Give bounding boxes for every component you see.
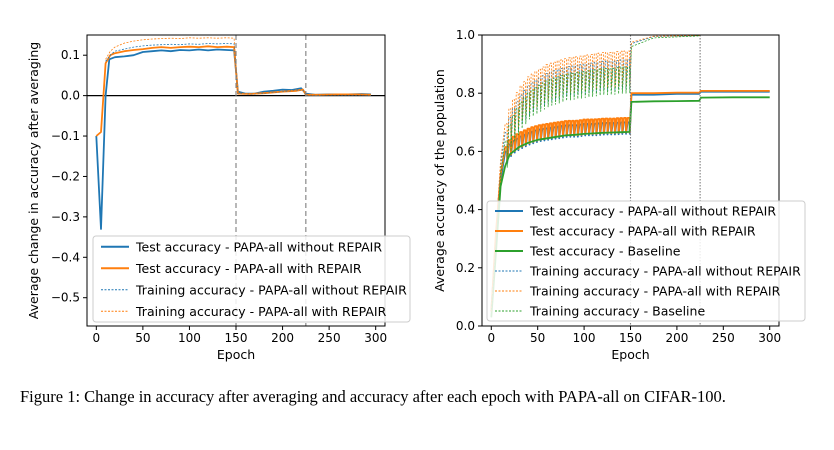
y-tick-label: 0.6: [456, 144, 475, 158]
series-line-1: [95, 48, 372, 230]
x-tick-label: 50: [530, 331, 545, 345]
plot-area: [490, 35, 770, 326]
y-tick-label: −0.4: [51, 250, 80, 264]
chart-2: 0 50 100 150 200 250 300 0.0 0.2 0.4 0.6 0.8 1.0 Epoc…: [432, 28, 806, 362]
plot-area: [87, 35, 385, 326]
x-tick-label: 150: [225, 331, 248, 345]
x-tick-label: 100: [178, 331, 201, 345]
x-tick-label: 100: [573, 331, 596, 345]
x-tick-label: 50: [135, 331, 150, 345]
legend-label-1: Test accuracy - PAPA-all without REPAIR: [135, 239, 382, 254]
x-tick-label: 150: [619, 331, 642, 345]
y-tick-label: −0.3: [51, 210, 80, 224]
y-tick-label: 0.1: [61, 48, 80, 62]
y-tick-label: 0.0: [61, 89, 80, 103]
legend-label-5: Training accuracy - PAPA-all with REPAIR: [529, 284, 781, 299]
legend-label-3: Training accuracy - PAPA-all without REP…: [135, 282, 407, 297]
legend: Test accuracy - PAPA-all without REPAIR T…: [92, 235, 411, 323]
x-tick-label: 300: [758, 331, 781, 345]
y-tick-label: −0.2: [51, 169, 80, 183]
y-tick-label: 0.4: [456, 203, 475, 217]
x-axis-label: Epoch: [217, 347, 255, 362]
y-axis-label: Average accuracy of the population: [432, 69, 447, 292]
y-tick-label: 0.8: [456, 86, 475, 100]
x-tick-label: 250: [712, 331, 735, 345]
y-tick-label: 0.2: [456, 261, 475, 275]
x-tick-label: 250: [318, 331, 341, 345]
legend-label-6: Training accuracy - Baseline: [529, 304, 705, 319]
x-tick-label: 200: [271, 331, 294, 345]
x-tick-label: 300: [364, 331, 387, 345]
y-tick-label: −0.1: [51, 129, 80, 143]
y-tick-label: 1.0: [456, 28, 475, 42]
y-tick-label: −0.5: [51, 291, 80, 305]
x-tick-label: 0: [487, 331, 495, 345]
legend-box: [486, 200, 806, 322]
figure-caption: Figure 1: Change in accuracy after avera…: [20, 387, 726, 406]
legend-label-2: Test accuracy - PAPA-all with REPAIR: [529, 224, 756, 239]
legend-label-3: Test accuracy - Baseline: [529, 244, 681, 259]
legend-label-4: Training accuracy - PAPA-all with REPAIR: [135, 304, 387, 319]
chart-1: 0 50 100 150 200 250 300 0.1 0.0 −0.1 −0.2 −0.3 −0.4…: [26, 34, 411, 362]
legend: Test accuracy - PAPA-all without REPAIR T…: [486, 200, 806, 322]
x-tick-label: 0: [92, 331, 100, 345]
series-line-5: [490, 35, 770, 312]
series-line-3: [105, 43, 371, 96]
x-axis-label: Epoch: [611, 347, 649, 362]
legend-box: [92, 235, 411, 323]
y-axis-label: Average change in accuracy after averagi…: [26, 42, 41, 319]
x-tick-label: 200: [665, 331, 688, 345]
series-line-2: [95, 45, 372, 137]
series-line-2: [490, 90, 770, 312]
legend-label-4: Training accuracy - PAPA-all without REP…: [529, 264, 801, 279]
y-tick-label: 0.0: [456, 319, 475, 333]
legend-label-1: Test accuracy - PAPA-all without REPAIR: [529, 204, 776, 219]
series-line-4: [105, 37, 371, 96]
legend-label-2: Test accuracy - PAPA-all with REPAIR: [135, 261, 362, 276]
series-line-3: [490, 96, 770, 318]
